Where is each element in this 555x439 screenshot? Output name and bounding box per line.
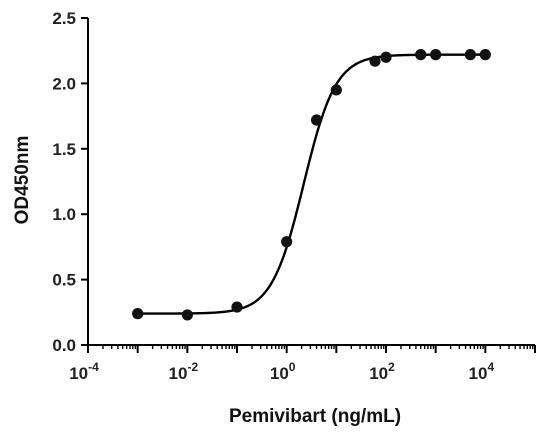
data-point bbox=[380, 51, 392, 63]
data-point bbox=[231, 301, 243, 313]
y-axis-title: OD450nm bbox=[12, 136, 33, 225]
data-point bbox=[464, 49, 476, 61]
data-points bbox=[132, 49, 491, 321]
data-point bbox=[369, 55, 381, 67]
data-point bbox=[310, 114, 323, 126]
fit-curve-layer bbox=[137, 53, 486, 315]
y-tick-label: 2.5 bbox=[52, 9, 76, 28]
y-tick-label: 2.0 bbox=[52, 74, 76, 93]
data-point bbox=[330, 84, 342, 96]
x-axis-title: Pemivibart (ng/mL) bbox=[229, 406, 401, 427]
data-point bbox=[479, 49, 491, 61]
x-tick-label: 102 bbox=[369, 360, 395, 383]
y-tick-label: 1.5 bbox=[52, 140, 76, 159]
x-tick-label: 100 bbox=[270, 360, 296, 383]
y-tick-label: 1.0 bbox=[52, 205, 76, 224]
x-tick-label: 10-4 bbox=[69, 360, 99, 383]
data-point bbox=[430, 49, 442, 61]
x-tick-label: 104 bbox=[469, 360, 495, 383]
axes bbox=[81, 17, 536, 353]
y-tick-label: 0.5 bbox=[52, 271, 76, 290]
data-point bbox=[132, 308, 144, 320]
data-point bbox=[415, 49, 427, 61]
x-tick-label: 10-2 bbox=[169, 360, 199, 383]
y-tick-label: 0.0 bbox=[52, 336, 76, 355]
fit-curve bbox=[137, 53, 486, 315]
axis-labels: 0.0 0.5 1.0 1.5 2.0 2.5 10-4 10-2 100 102 104 bbox=[52, 9, 494, 383]
data-point bbox=[281, 236, 293, 248]
data-point bbox=[181, 309, 193, 321]
